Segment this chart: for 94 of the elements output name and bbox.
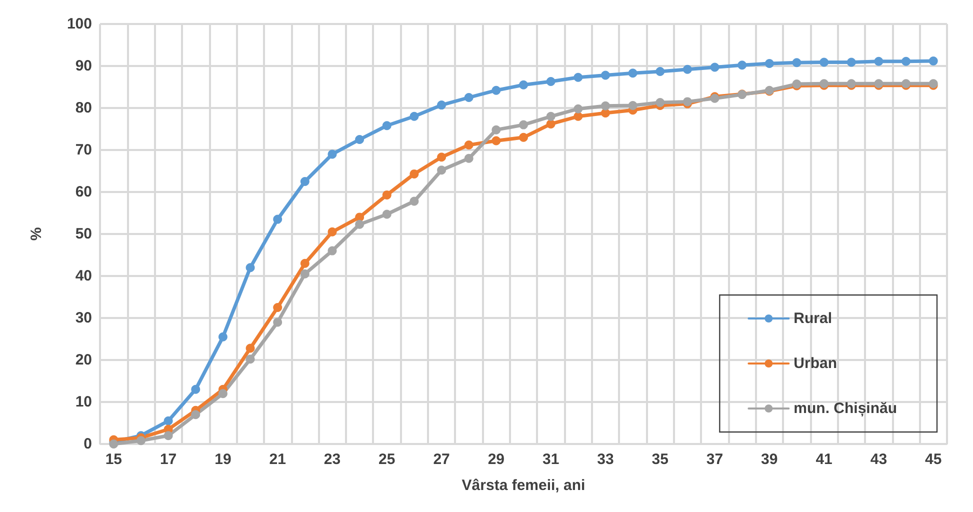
point bbox=[902, 56, 911, 66]
y-tick-label: 70 bbox=[75, 142, 92, 158]
point bbox=[464, 154, 474, 163]
point bbox=[682, 64, 692, 74]
point bbox=[300, 258, 310, 268]
point bbox=[355, 135, 364, 144]
point bbox=[300, 177, 310, 186]
x-tick-label: 23 bbox=[324, 451, 341, 468]
y-tick-label: 60 bbox=[75, 184, 92, 200]
point bbox=[574, 112, 583, 121]
point bbox=[218, 389, 228, 398]
y-tick-label: 10 bbox=[75, 394, 92, 410]
x-tick-label: 31 bbox=[542, 451, 560, 468]
point bbox=[874, 56, 884, 66]
legend-label: mun. Chișinău bbox=[794, 400, 898, 417]
x-tick-label: 41 bbox=[816, 451, 832, 468]
x-tick-label: 19 bbox=[214, 451, 232, 468]
point bbox=[246, 354, 255, 364]
point bbox=[820, 58, 829, 67]
y-tick-label: 100 bbox=[66, 16, 92, 32]
y-axis-title: % bbox=[28, 227, 45, 241]
x-tick-label: 21 bbox=[269, 451, 286, 468]
legend-label: Rural bbox=[794, 310, 832, 327]
point bbox=[764, 58, 774, 68]
point bbox=[738, 60, 747, 70]
y-tick-label: 90 bbox=[75, 58, 92, 74]
point bbox=[464, 140, 474, 150]
x-tick-label: 27 bbox=[433, 451, 450, 468]
point bbox=[191, 410, 200, 420]
point bbox=[136, 436, 146, 446]
point bbox=[628, 68, 638, 78]
y-tick-label: 0 bbox=[84, 436, 92, 452]
point bbox=[656, 98, 665, 108]
y-tick-label: 50 bbox=[75, 226, 92, 242]
point bbox=[574, 72, 583, 82]
x-tick-label: 25 bbox=[378, 451, 396, 468]
point bbox=[600, 101, 610, 110]
point bbox=[492, 86, 501, 95]
point bbox=[574, 104, 583, 114]
point bbox=[273, 303, 282, 312]
point bbox=[109, 440, 118, 448]
point bbox=[382, 210, 392, 219]
point bbox=[164, 431, 173, 440]
point bbox=[437, 100, 446, 110]
point bbox=[355, 220, 364, 229]
y-tick-label: 30 bbox=[75, 310, 92, 326]
x-tick-label: 33 bbox=[597, 451, 614, 468]
point bbox=[191, 384, 200, 394]
point bbox=[546, 119, 556, 128]
point bbox=[410, 196, 419, 206]
y-tick-label: 20 bbox=[75, 352, 92, 368]
point bbox=[437, 152, 446, 162]
x-tick-label: 39 bbox=[761, 451, 778, 468]
x-tick-label: 29 bbox=[488, 451, 505, 468]
point bbox=[710, 62, 720, 72]
point bbox=[464, 93, 474, 102]
x-tick-label: 43 bbox=[870, 451, 888, 468]
point bbox=[246, 344, 255, 353]
y-tick-label: 80 bbox=[75, 100, 92, 116]
point bbox=[846, 58, 856, 67]
legend-label: Urban bbox=[794, 355, 838, 372]
point bbox=[328, 150, 337, 159]
point bbox=[410, 169, 419, 178]
point bbox=[628, 100, 638, 110]
point bbox=[410, 112, 419, 121]
point bbox=[519, 80, 528, 90]
point bbox=[218, 332, 228, 342]
x-tick-label: 37 bbox=[706, 451, 724, 468]
point bbox=[792, 58, 802, 68]
point bbox=[273, 318, 282, 327]
point bbox=[519, 120, 528, 130]
point bbox=[246, 263, 255, 272]
point bbox=[382, 190, 392, 200]
x-tick-label: 15 bbox=[105, 451, 122, 468]
point bbox=[546, 112, 556, 121]
x-axis-title: Vârsta femeii, ani bbox=[462, 477, 586, 494]
point bbox=[300, 269, 310, 278]
point bbox=[328, 246, 337, 256]
point bbox=[492, 125, 501, 134]
point bbox=[656, 66, 665, 76]
point bbox=[382, 121, 392, 130]
y-tick-label: 40 bbox=[75, 268, 92, 284]
point bbox=[437, 166, 446, 175]
point bbox=[273, 214, 282, 224]
x-tick-label: 17 bbox=[160, 451, 177, 468]
x-tick-label: 45 bbox=[924, 451, 942, 468]
point bbox=[600, 70, 610, 80]
point bbox=[546, 77, 556, 86]
point bbox=[492, 136, 501, 146]
point bbox=[164, 416, 173, 426]
point bbox=[519, 132, 528, 142]
point bbox=[928, 56, 938, 66]
point bbox=[328, 227, 337, 236]
x-tick-label: 35 bbox=[652, 451, 668, 468]
